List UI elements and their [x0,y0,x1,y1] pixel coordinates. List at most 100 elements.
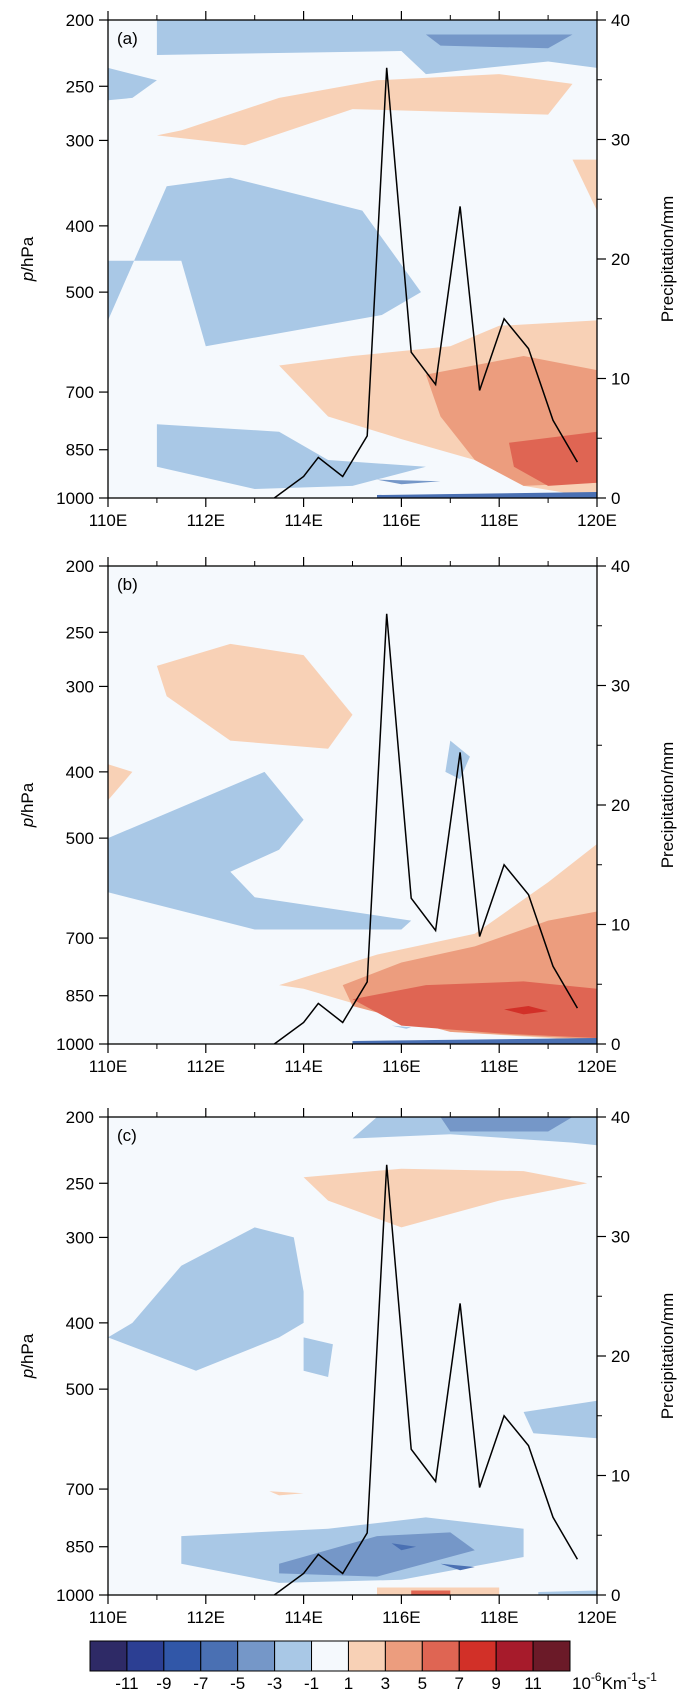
contour-region [509,431,597,486]
x-tick-label: 118E [480,511,518,530]
contour-region [523,1400,597,1439]
colorbar-swatch [384,1640,423,1672]
contour-region [538,1590,597,1595]
panel-0: 110E 112E 114E 116E 118E 120E2002503004005007… [18,11,677,530]
colorbar-units-part: -1 [646,1670,657,1684]
y2-tick-label: 30 [611,677,630,696]
contour-region [572,159,597,211]
x-tick-label: 110E [89,1057,127,1076]
colorbar-label: -1 [304,1674,319,1689]
colorbar-label: -3 [267,1674,282,1689]
x-tick-label: 110E [89,1608,127,1627]
contour-region [352,981,597,1038]
colorbar-swatch [200,1640,239,1672]
contour-region [391,1025,412,1029]
colorbar-label: -7 [193,1674,208,1689]
y2-tick-label: 0 [611,1035,620,1054]
contour-region [445,740,470,780]
y-tick-label: 300 [66,1228,94,1247]
y2-tick-label: 0 [611,1586,620,1605]
y-tick-label: 200 [66,557,94,576]
y2-axis-title: Precipitation/mm [658,196,677,323]
y-axis-title-unit: /hPa [18,1333,37,1369]
colorbar-swatch [458,1640,497,1672]
y-tick-label: 200 [66,1108,94,1127]
y-axis-title-unit: /hPa [18,782,37,818]
y-tick-label: 400 [66,763,94,782]
y-tick-label: 700 [66,929,94,948]
y-axis-title: p/hPa [18,236,37,282]
contour-region [425,34,573,49]
colorbar-swatch [421,1640,460,1672]
y2-tick-label: 0 [611,489,620,508]
contour-region [108,177,421,347]
precipitation-line [273,1164,579,1595]
precipitation-line [273,67,579,498]
colorbar-swatch [237,1640,276,1672]
colorbar-label: -11 [115,1674,138,1689]
colorbar-units-part: -1 [627,1670,638,1684]
contour-region [156,74,573,146]
colorbar-label: 7 [454,1674,463,1689]
x-tick-label: 116E [382,1057,420,1076]
y2-tick-label: 20 [611,796,630,815]
contour-region [303,1168,588,1228]
colorbar-label: 3 [381,1674,390,1689]
colorbar-units: 10-6Km-1s-1 [572,1670,657,1689]
contour-region [156,643,353,749]
y-tick-label: 1000 [56,1035,94,1054]
colorbar-label: -5 [230,1674,245,1689]
y-tick-label: 850 [66,441,94,460]
y-axis-title-var: p [18,1369,37,1379]
precipitation-line [273,613,579,1044]
contour-region [279,1532,475,1577]
contour-region [504,1006,549,1015]
colorbar-swatch [495,1640,534,1672]
panels: 110E 112E 114E 116E 118E 120E2002503004005007… [18,11,677,1627]
x-tick-label: 118E [480,1057,518,1076]
y-tick-label: 300 [66,131,94,150]
colorbar-units-part: Km [602,1674,628,1689]
contour-region [303,1337,333,1377]
contour-fills [108,643,597,1044]
contour-region [108,1227,304,1371]
colorbar-units-part: -6 [591,1670,602,1684]
contour-region [377,492,597,498]
colorbar: -11 -9 -7 -5 -3 -1 1 3 5 7 9 11 10-6Km-1s-1 [89,1640,657,1689]
x-tick-label: 112E [187,1608,225,1627]
colorbar-swatch [126,1640,165,1672]
x-tick-label: 120E [577,1057,617,1076]
y-axis-title: p/hPa [18,1333,37,1379]
colorbar-swatch [532,1640,571,1672]
x-tick-label: 110E [89,511,127,530]
x-tick-label: 114E [284,511,322,530]
contour-fills [108,20,597,498]
x-tick-label: 118E [480,1608,518,1627]
y-tick-label: 850 [66,1538,94,1557]
colorbar-swatch [347,1640,386,1672]
y2-tick-label: 30 [611,131,630,150]
y2-tick-label: 20 [611,1347,630,1366]
y2-tick-label: 30 [611,1228,630,1247]
y2-tick-label: 10 [611,916,630,935]
y-tick-label: 250 [66,1174,94,1193]
panel-1: 110E 112E 114E 116E 118E 120E2002503004005007… [18,557,677,1076]
contour-region [377,479,441,485]
y2-tick-label: 40 [611,11,630,30]
y2-tick-label: 10 [611,1467,630,1486]
colorbar-units-part: s [638,1674,647,1689]
x-tick-label: 116E [382,1608,420,1627]
contour-region [440,1117,573,1132]
contour-fills [108,1117,597,1595]
y2-tick-label: 40 [611,557,630,576]
colorbar-swatch [274,1640,313,1672]
panel-label: (c) [117,1126,137,1145]
x-tick-label: 112E [187,1057,225,1076]
colorbar-units-part: 10 [572,1674,591,1689]
y-tick-label: 850 [66,987,94,1006]
x-tick-label: 120E [577,1608,617,1627]
contour-region [352,1038,597,1044]
contour-region [440,1563,475,1571]
x-tick-label: 116E [382,511,420,530]
